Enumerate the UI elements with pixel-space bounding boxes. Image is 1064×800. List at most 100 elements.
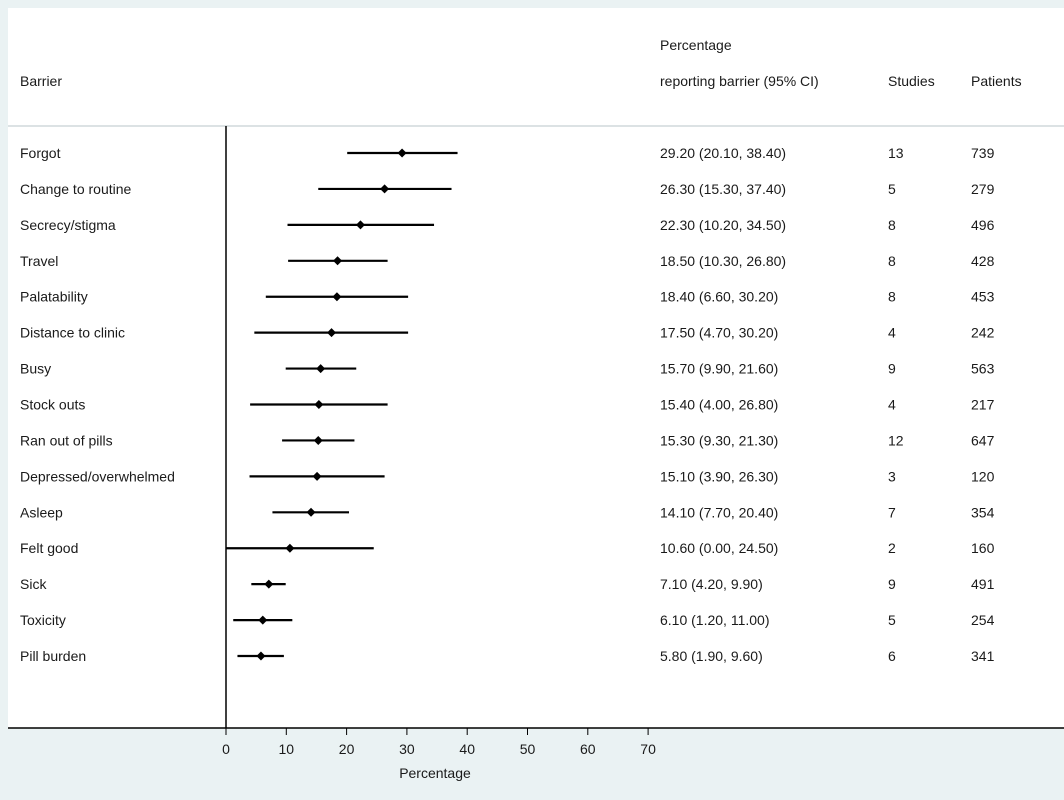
row-studies: 8	[888, 217, 896, 233]
row-label: Sick	[20, 576, 47, 592]
forest-row: Distance to clinic 17.50 (4.70, 30.20) 4 24…	[20, 325, 995, 341]
forest-row: Busy 15.70 (9.90, 21.60) 9 563	[20, 361, 995, 377]
row-label: Stock outs	[20, 397, 85, 413]
table-headers: Barrier Percentage reporting barrier (95…	[20, 37, 1022, 89]
forest-row: Ran out of pills 15.30 (9.30, 21.30) 12 647	[20, 432, 995, 448]
point-estimate-marker	[333, 256, 343, 266]
forest-row: Sick 7.10 (4.20, 9.90) 9 491	[20, 576, 995, 592]
point-estimate-marker	[355, 220, 365, 230]
row-studies: 3	[888, 468, 896, 484]
row-label: Pill burden	[20, 648, 86, 664]
row-label: Busy	[20, 361, 51, 377]
row-patients: 453	[971, 289, 995, 305]
row-patients: 217	[971, 397, 995, 413]
row-studies: 6	[888, 648, 896, 664]
row-patients: 739	[971, 145, 995, 161]
row-patients: 160	[971, 540, 995, 556]
x-tick-label: 40	[459, 741, 475, 757]
forest-row: Palatability 18.40 (6.60, 30.20) 8 453	[20, 289, 995, 305]
forest-row: Asleep 14.10 (7.70, 20.40) 7 354	[20, 504, 995, 520]
row-studies: 8	[888, 289, 896, 305]
point-estimate-marker	[314, 400, 324, 410]
point-estimate-marker	[332, 292, 342, 302]
row-studies: 5	[888, 612, 896, 628]
x-axis-label: Percentage	[399, 765, 471, 781]
row-label: Ran out of pills	[20, 432, 113, 448]
x-tick-label: 20	[339, 741, 355, 757]
x-tick-label: 50	[520, 741, 536, 757]
row-patients: 354	[971, 504, 995, 520]
x-tick-label: 0	[222, 741, 230, 757]
point-estimate-marker	[256, 651, 266, 661]
row-label: Palatability	[20, 289, 88, 305]
row-patients: 341	[971, 648, 995, 664]
row-label: Change to routine	[20, 181, 132, 197]
point-estimate-marker	[380, 184, 390, 194]
forest-row: Felt good 10.60 (0.00, 24.50) 2 160	[20, 540, 995, 556]
row-patients: 120	[971, 468, 995, 484]
row-label: Asleep	[20, 504, 63, 520]
row-studies: 4	[888, 397, 896, 413]
forest-row: Pill burden 5.80 (1.90, 9.60) 6 341	[20, 648, 995, 664]
row-label: Toxicity	[20, 612, 66, 628]
point-estimate-marker	[285, 543, 295, 553]
row-estimate-text: 29.20 (20.10, 38.40)	[660, 145, 786, 161]
row-estimate-text: 17.50 (4.70, 30.20)	[660, 325, 778, 341]
row-studies: 13	[888, 145, 904, 161]
row-studies: 5	[888, 181, 896, 197]
x-tick-label: 30	[399, 741, 415, 757]
row-patients: 279	[971, 181, 995, 197]
x-tick-label: 10	[279, 741, 295, 757]
forest-row: Secrecy/stigma 22.30 (10.20, 34.50) 8 496	[20, 217, 995, 233]
row-label: Depressed/overwhelmed	[20, 468, 175, 484]
row-estimate-text: 26.30 (15.30, 37.40)	[660, 181, 786, 197]
row-estimate-text: 15.30 (9.30, 21.30)	[660, 432, 778, 448]
row-patients: 496	[971, 217, 995, 233]
forest-row: Forgot 29.20 (20.10, 38.40) 13 739	[20, 145, 995, 161]
row-patients: 647	[971, 432, 995, 448]
forest-row: Travel 18.50 (10.30, 26.80) 8 428	[20, 253, 995, 269]
row-studies: 12	[888, 432, 904, 448]
row-patients: 242	[971, 325, 995, 341]
point-estimate-marker	[313, 435, 323, 445]
header-patients: Patients	[971, 73, 1022, 89]
row-label: Forgot	[20, 145, 61, 161]
row-estimate-text: 18.50 (10.30, 26.80)	[660, 253, 786, 269]
row-patients: 254	[971, 612, 995, 628]
forest-row: Change to routine 26.30 (15.30, 37.40) 5 27…	[20, 181, 995, 197]
row-estimate-text: 5.80 (1.90, 9.60)	[660, 648, 763, 664]
point-estimate-marker	[327, 328, 337, 338]
row-estimate-text: 10.60 (0.00, 24.50)	[660, 540, 778, 556]
forest-row: Toxicity 6.10 (1.20, 11.00) 5 254	[20, 612, 995, 628]
row-patients: 491	[971, 576, 995, 592]
point-estimate-marker	[264, 579, 274, 589]
row-estimate-text: 15.40 (4.00, 26.80)	[660, 397, 778, 413]
row-label: Secrecy/stigma	[20, 217, 116, 233]
row-label: Travel	[20, 253, 58, 269]
row-studies: 2	[888, 540, 896, 556]
row-estimate-text: 6.10 (1.20, 11.00)	[660, 612, 769, 628]
row-label: Felt good	[20, 540, 78, 556]
forest-row: Depressed/overwhelmed 15.10 (3.90, 26.30)…	[20, 468, 995, 484]
point-estimate-marker	[258, 615, 268, 625]
point-estimate-marker	[306, 507, 316, 517]
header-percentage-line1: Percentage	[660, 37, 732, 53]
row-studies: 7	[888, 504, 896, 520]
header-percentage-line2: reporting barrier (95% CI)	[660, 73, 819, 89]
plot-panel	[8, 8, 1064, 728]
row-estimate-text: 14.10 (7.70, 20.40)	[660, 504, 778, 520]
point-estimate-marker	[397, 148, 407, 158]
header-studies: Studies	[888, 73, 935, 89]
row-estimate-text: 7.10 (4.20, 9.90)	[660, 576, 763, 592]
x-tick-label: 60	[580, 741, 596, 757]
header-barrier: Barrier	[20, 73, 62, 89]
row-studies: 9	[888, 576, 896, 592]
point-estimate-marker	[316, 364, 326, 374]
row-patients: 563	[971, 361, 995, 377]
row-estimate-text: 15.10 (3.90, 26.30)	[660, 468, 778, 484]
row-patients: 428	[971, 253, 995, 269]
row-studies: 4	[888, 325, 896, 341]
point-estimate-marker	[312, 471, 322, 481]
